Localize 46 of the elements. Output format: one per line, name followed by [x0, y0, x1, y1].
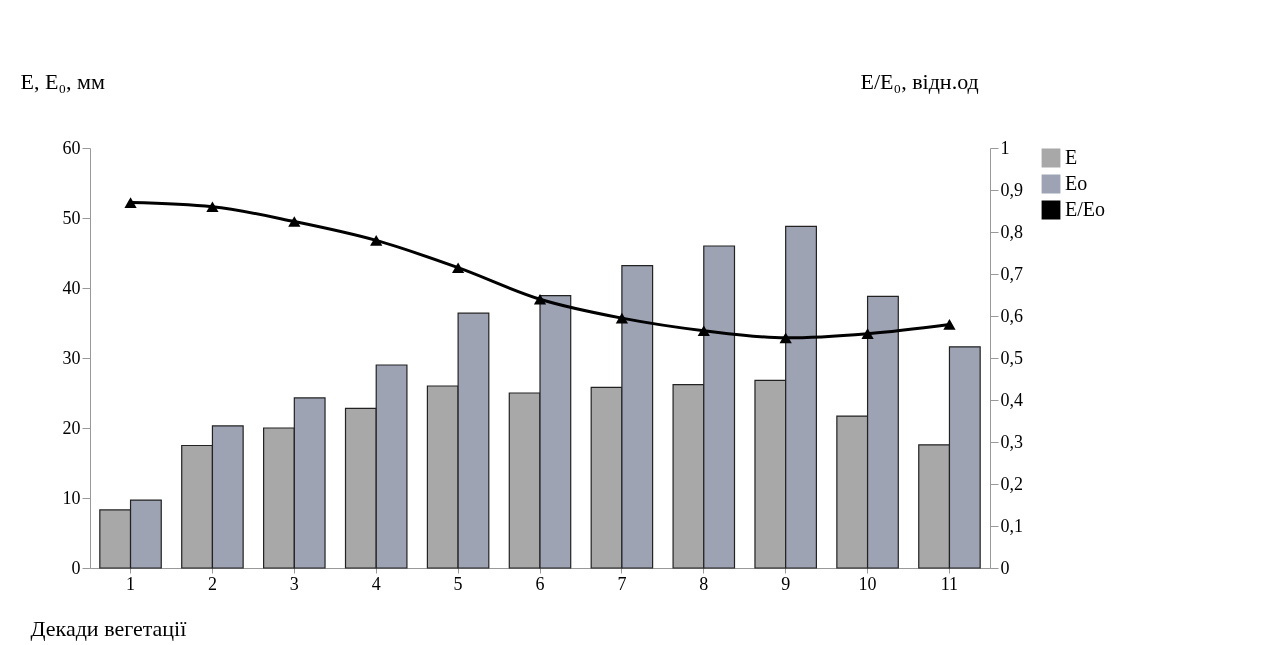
x-tick-label: 11	[940, 573, 959, 594]
x-tick-label: 8	[699, 573, 709, 594]
y2-tick-label: 0	[1000, 557, 1010, 578]
y2-tick-label: 0,7	[1000, 263, 1023, 284]
x-tick-label: 2	[207, 573, 217, 594]
point	[206, 201, 219, 213]
y2-tick-label: 0,2	[1000, 473, 1023, 494]
x-tick-label: 1	[126, 573, 136, 594]
y2-tick-label: 0,6	[1000, 305, 1023, 326]
point	[124, 197, 137, 208]
legend-label: Eo	[1065, 172, 1088, 194]
point	[943, 319, 956, 330]
point	[288, 216, 301, 227]
y2-axis-title: E/E₀, відн.од	[860, 68, 979, 94]
point	[615, 312, 629, 324]
point	[697, 325, 710, 336]
y2-tick-label: 0,3	[1000, 431, 1023, 452]
y2-tick-label: 0,8	[1000, 221, 1023, 242]
point	[533, 293, 547, 305]
y-axis-title: E, E₀, мм	[20, 68, 105, 94]
y-tick-label: 10	[62, 487, 81, 508]
y-tick-label: 30	[62, 347, 81, 368]
legend-label: E/Eo	[1065, 198, 1105, 220]
legend-label: E	[1065, 146, 1078, 168]
y-tick-label: 50	[62, 207, 81, 228]
y-tick-label: 20	[62, 417, 81, 438]
y2-tick-label: 0,5	[1000, 347, 1023, 368]
point	[861, 328, 874, 339]
point	[451, 262, 465, 273]
point	[779, 332, 792, 344]
y2-tick-label: 0,1	[1000, 515, 1023, 536]
x-tick-label: 10	[858, 573, 877, 594]
y-tick-label: 60	[62, 137, 81, 158]
x-tick-label: 6	[535, 573, 545, 594]
x-tick-label: 7	[617, 573, 627, 594]
x-tick-label: 3	[289, 573, 299, 594]
y2-tick-label: 1	[1000, 137, 1010, 158]
x-tick-label: 4	[371, 573, 381, 594]
x-tick-label: 5	[453, 573, 463, 594]
y2-tick-label: 0,4	[1000, 389, 1023, 410]
y-tick-label: 0	[71, 557, 81, 578]
x-axis-title: Декади вегетації	[30, 615, 188, 641]
y2-tick-label: 0,9	[1000, 179, 1023, 200]
point	[370, 235, 383, 246]
x-tick-label: 9	[781, 573, 791, 594]
y-tick-label: 40	[62, 277, 81, 298]
